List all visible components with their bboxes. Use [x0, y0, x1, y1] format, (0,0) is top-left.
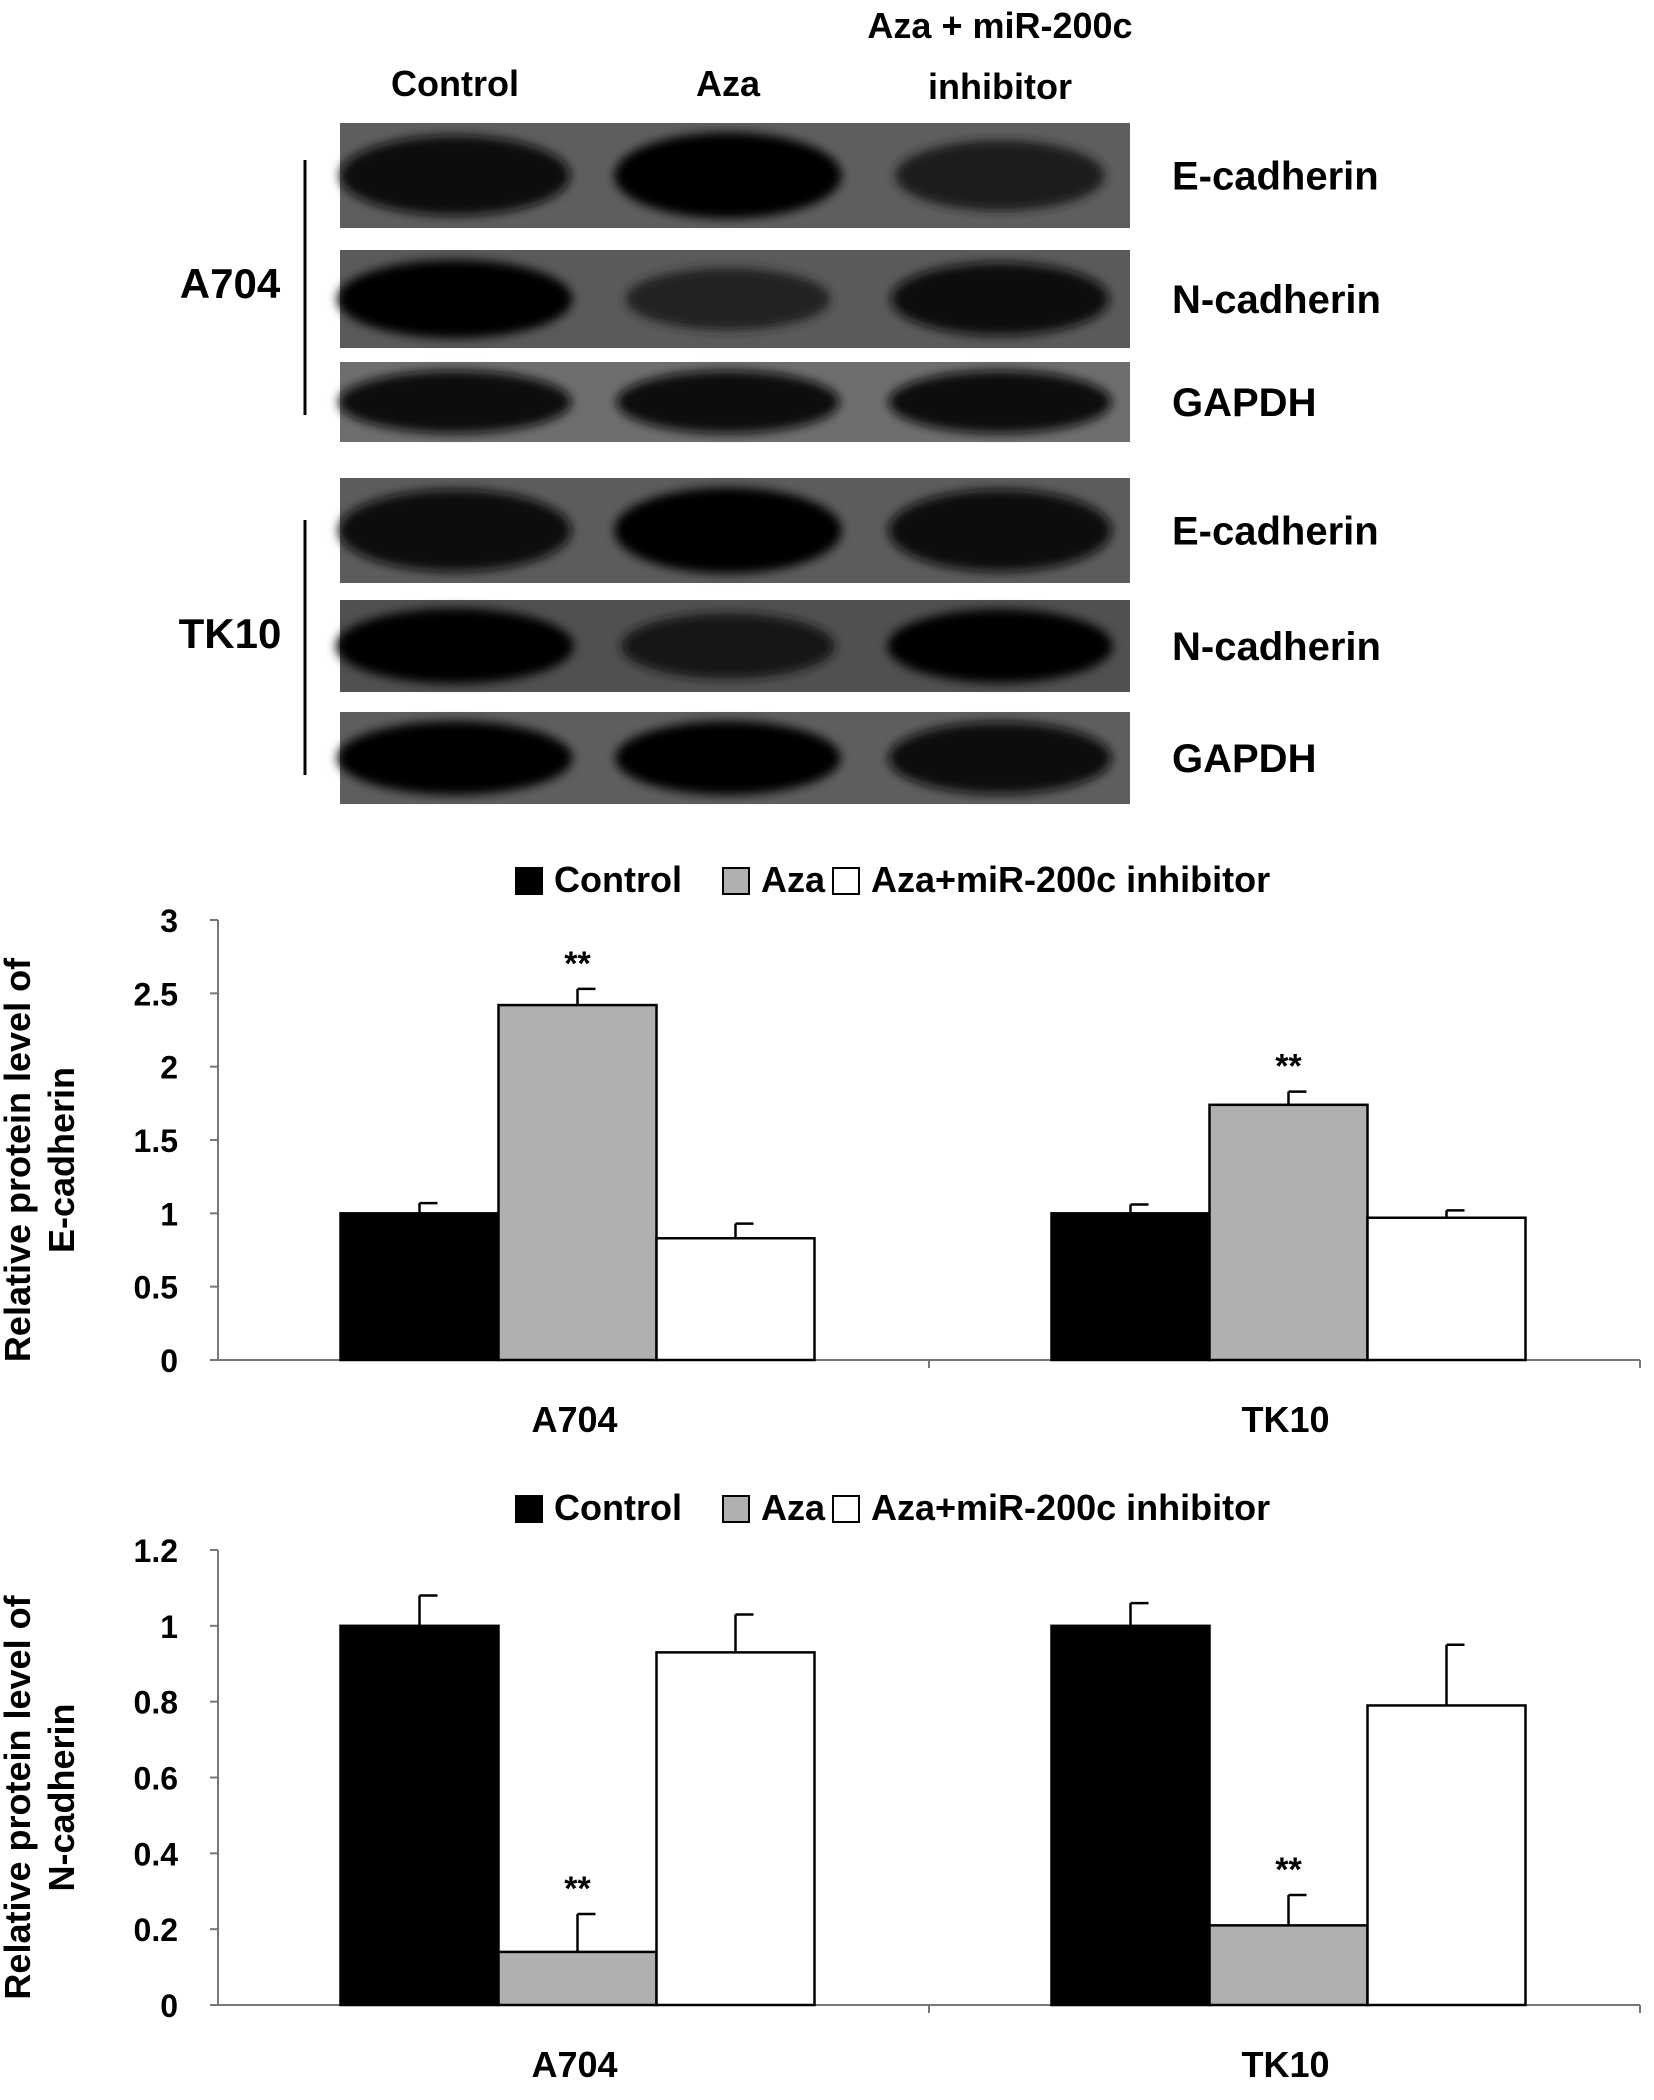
y-axis-label-line-1: E-cadherin [41, 1067, 82, 1253]
group-label-tk10: TK10 [179, 610, 282, 657]
band-a704-e-cadherin-lane-0 [339, 135, 571, 216]
lane-header-0-line-0: Control [391, 63, 519, 104]
legend-swatch-0 [515, 1495, 543, 1523]
y-axis-label: Relative protein level ofE-cadherin [0, 957, 82, 1362]
band-a704-gapdh-lane-1 [616, 370, 840, 434]
bar-a704-1 [497, 1003, 658, 1362]
significance-tk10-1: ** [1275, 1048, 1302, 1086]
band-tk10-n-cadherin-lane-0 [336, 608, 574, 684]
band-tk10-n-cadherin-lane-1 [621, 613, 835, 679]
y-tick-label-6: 3 [160, 903, 178, 939]
y-axis-label-line-0: Relative protein level of [0, 1594, 38, 1999]
band-a704-n-cadherin-lane-2 [890, 262, 1110, 336]
band-a704-n-cadherin-lane-0 [337, 259, 573, 339]
significance-tk10-1: ** [1275, 1851, 1302, 1889]
x-category-label-tk10: TK10 [1241, 1399, 1329, 1440]
band-tk10-e-cadherin-lane-1 [614, 487, 842, 574]
group-label-a704: A704 [180, 260, 281, 307]
y-tick-label-5: 2.5 [134, 976, 178, 1012]
lane-header-1-line-0: Aza [696, 63, 761, 104]
bar-tk10-1 [1208, 1924, 1369, 2007]
x-category-label-a704: A704 [531, 2044, 617, 2085]
band-a704-gapdh-lane-0 [338, 370, 572, 434]
legend-label-0: Control [554, 1487, 682, 1528]
legend-swatch-2 [832, 867, 860, 895]
e-cadherin-bar-chart: Control Aza Aza+miR-200c inhibitor 0 0.5 1 1.5… [0, 859, 1641, 1440]
significance-a704-1: ** [564, 945, 591, 983]
y-tick-label-3: 1.5 [134, 1123, 178, 1159]
bar-a704-1 [497, 1950, 658, 2007]
band-tk10-gapdh-lane-0 [337, 721, 573, 795]
bar-a704-2 [655, 1651, 816, 2007]
legend-label-1: Aza [761, 859, 826, 900]
bar-tk10-2 [1366, 1216, 1527, 1362]
y-tick-label-0: 0 [160, 1988, 178, 2024]
bar-a704-2 [655, 1237, 816, 1362]
band-tk10-gapdh-lane-2 [888, 721, 1112, 795]
legend-swatch-1 [722, 867, 750, 895]
legend-swatch-0 [515, 867, 543, 895]
legend-label-2: Aza+miR-200c inhibitor [871, 859, 1270, 900]
y-tick-label-5: 1 [160, 1609, 178, 1645]
legend-label-1: Aza [761, 1487, 826, 1528]
bar-tk10-0 [1050, 1212, 1211, 1362]
band-a704-n-cadherin-lane-1 [625, 268, 831, 330]
protein-label-a704-e-cadherin: E-cadherin [1172, 155, 1379, 199]
bar-a704-0 [339, 1212, 500, 1362]
band-tk10-gapdh-lane-1 [615, 721, 841, 795]
band-tk10-n-cadherin-lane-2 [887, 609, 1113, 683]
y-axis-label: Relative protein level ofN-cadherin [0, 1594, 82, 1999]
lane-header-2-line-1: inhibitor [928, 66, 1072, 107]
band-a704-gapdh-lane-2 [888, 370, 1112, 434]
legend-label-0: Control [554, 859, 682, 900]
y-axis-label-line-0: Relative protein level of [0, 957, 38, 1362]
y-tick-label-2: 1 [160, 1196, 178, 1232]
bar-tk10-1 [1208, 1103, 1369, 1362]
legend-label-2: Aza+miR-200c inhibitor [871, 1487, 1270, 1528]
bar-a704-0 [339, 1624, 500, 2007]
y-tick-label-0: 0 [160, 1343, 178, 1379]
x-category-label-tk10: TK10 [1241, 2044, 1329, 2085]
significance-a704-1: ** [564, 1870, 591, 1908]
bar-tk10-0 [1050, 1624, 1211, 2007]
protein-label-tk10-e-cadherin: E-cadherin [1172, 510, 1379, 554]
western-blot-panel: Control Aza Aza + miR-200c inhibitor A704 E-c… [179, 5, 1381, 804]
n-cadherin-bar-chart: Control Aza Aza+miR-200c inhibitor 0 0.2 0.4 0… [0, 1487, 1641, 2085]
y-tick-label-4: 2 [160, 1050, 178, 1086]
legend-swatch-2 [832, 1495, 860, 1523]
x-category-label-a704: A704 [531, 1399, 617, 1440]
y-tick-label-4: 0.8 [134, 1685, 178, 1721]
y-tick-label-3: 0.6 [134, 1761, 178, 1797]
band-tk10-e-cadherin-lane-0 [338, 489, 572, 572]
y-tick-label-2: 0.4 [134, 1836, 179, 1872]
y-tick-label-6: 1.2 [134, 1533, 178, 1569]
y-tick-label-1: 0.2 [134, 1912, 178, 1948]
lane-header-2-line-0: Aza + miR-200c [867, 5, 1132, 46]
y-axis-label-line-1: N-cadherin [41, 1703, 82, 1891]
legend-swatch-1 [722, 1495, 750, 1523]
protein-label-a704-n-cadherin: N-cadherin [1172, 278, 1381, 322]
protein-label-tk10-n-cadherin: N-cadherin [1172, 625, 1381, 669]
protein-label-a704-gapdh: GAPDH [1172, 381, 1316, 425]
protein-label-tk10-gapdh: GAPDH [1172, 737, 1316, 781]
y-tick-label-1: 0.5 [134, 1270, 178, 1306]
band-tk10-e-cadherin-lane-2 [888, 489, 1112, 572]
band-a704-e-cadherin-lane-1 [614, 132, 842, 219]
band-a704-e-cadherin-lane-2 [895, 140, 1105, 211]
bar-tk10-2 [1366, 1704, 1527, 2007]
